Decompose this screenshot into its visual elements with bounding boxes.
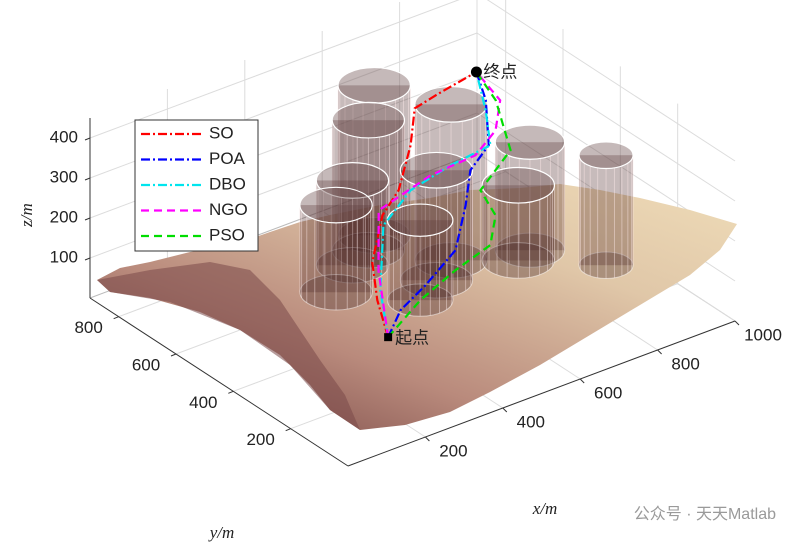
- obstacle: [481, 166, 556, 279]
- y-tick-label: 200: [246, 430, 274, 449]
- z-axis-label: z/m: [17, 203, 36, 228]
- route: [377, 71, 502, 338]
- obstacle: [414, 85, 488, 279]
- goal-marker: [470, 66, 482, 78]
- obstacle-top: [414, 85, 488, 123]
- grid-line: [476, 32, 736, 202]
- x-tick: [657, 349, 662, 355]
- x-tick: [502, 407, 508, 413]
- z-tick-label: 400: [50, 127, 78, 146]
- x-tick-label: 1000: [744, 325, 782, 344]
- z-tick: [84, 257, 91, 261]
- y-tick: [113, 316, 119, 320]
- obstacle: [337, 66, 411, 254]
- z-tick: [84, 177, 91, 181]
- x-tick-label: 600: [594, 383, 622, 402]
- legend-label: POA: [209, 149, 246, 168]
- x-tick: [734, 320, 740, 326]
- obstacle-top: [386, 203, 454, 237]
- x-tick-label: 800: [671, 354, 699, 373]
- obstacle-top: [337, 66, 411, 104]
- obstacles: [299, 66, 634, 317]
- z-tick: [84, 137, 91, 141]
- y-tick: [170, 353, 177, 357]
- y-axis: [89, 297, 349, 467]
- y-tick: [285, 428, 291, 432]
- z-tick-label: 100: [50, 247, 78, 266]
- x-tick: [579, 378, 585, 384]
- obstacle-top: [399, 151, 474, 189]
- obstacle: [299, 186, 373, 311]
- goal-label: 终点: [483, 63, 517, 83]
- grid-line: [486, 0, 736, 162]
- y-tick-label: 800: [74, 318, 102, 337]
- obstacle-top: [481, 166, 556, 204]
- obstacle: [578, 141, 634, 279]
- z-tick-label: 200: [50, 207, 78, 226]
- legend: SO POA DBO NGO PSO: [134, 119, 259, 252]
- legend-box: [134, 119, 259, 252]
- z-tick-label: 300: [50, 167, 78, 186]
- paths: 起点 终点: [371, 63, 517, 349]
- y-tick-label: 400: [189, 393, 217, 412]
- y-axis-label: y/m: [208, 523, 235, 542]
- obstacle: [386, 203, 454, 317]
- axes: 200 400 600 800 1000 200 400 600 800 100 200 300 400: [50, 118, 782, 467]
- x-tick-label: 400: [517, 412, 545, 431]
- x-axis: [347, 320, 736, 467]
- obstacle-top: [331, 101, 406, 139]
- legend-label: NGO: [209, 200, 248, 219]
- x-tick: [425, 436, 430, 442]
- watermark: 公众号 · 天天Matlab: [634, 505, 776, 523]
- obstacle-top: [315, 162, 390, 199]
- route: [371, 71, 477, 338]
- legend-label: SO: [209, 123, 234, 142]
- obstacle-top: [494, 124, 566, 160]
- z-tick: [84, 217, 91, 221]
- grid-line: [89, 0, 460, 139]
- x-axis-label: x/m: [532, 499, 558, 518]
- y-tick: [228, 390, 234, 394]
- x-tick-label: 200: [439, 441, 467, 460]
- obstacle-top: [578, 141, 634, 170]
- start-marker: [384, 333, 393, 342]
- legend-label: PSO: [209, 225, 245, 244]
- terrain-shade: [97, 262, 360, 430]
- start-label: 起点: [395, 329, 429, 349]
- route: [387, 71, 490, 338]
- legend-label: DBO: [209, 174, 246, 193]
- obstacle-top: [299, 186, 373, 224]
- y-tick-label: 600: [132, 355, 160, 374]
